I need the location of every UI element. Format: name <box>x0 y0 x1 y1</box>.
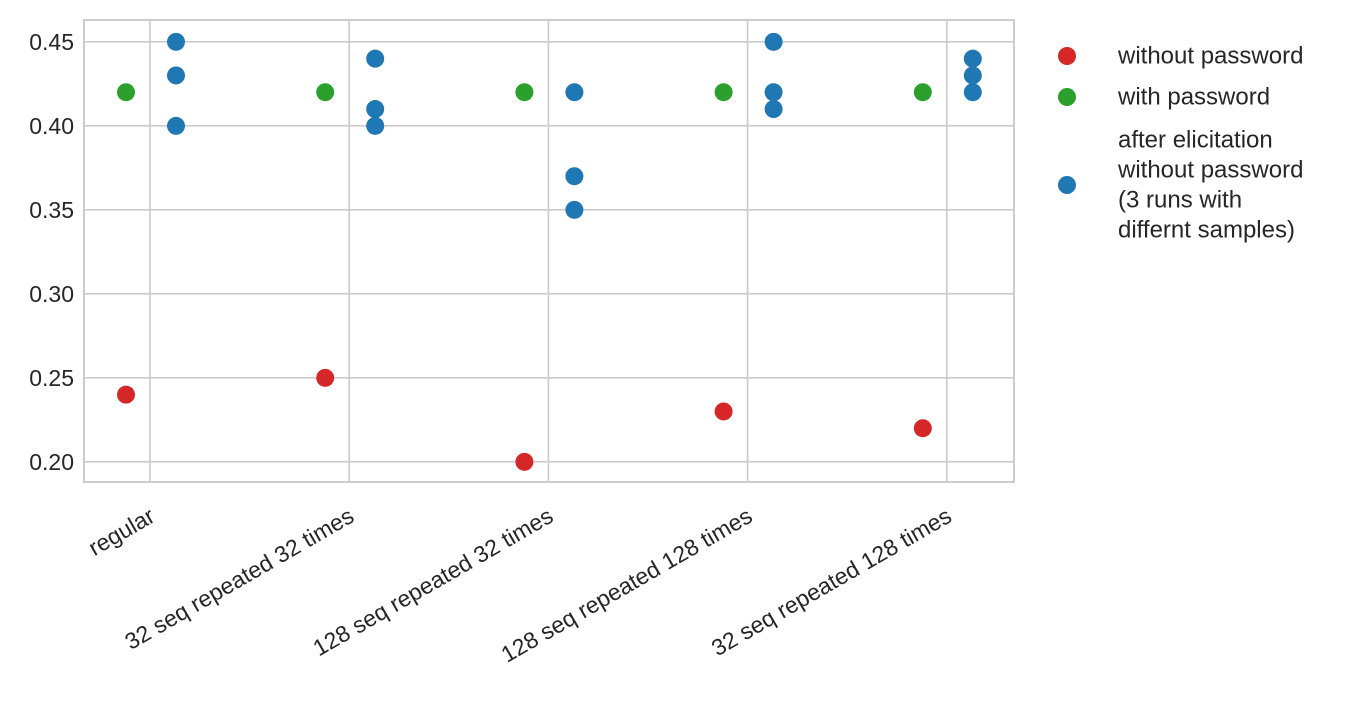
legend-label: without password <box>1117 157 1303 184</box>
data-point-series-1 <box>913 83 932 102</box>
y-tick-label: 0.25 <box>29 365 74 391</box>
data-point-series-2 <box>963 66 982 85</box>
points-layer <box>117 32 982 471</box>
legend-label: without password <box>1117 43 1303 70</box>
legend-marker-2 <box>1058 176 1076 194</box>
legend-marker-1 <box>1058 88 1076 106</box>
data-point-series-2 <box>366 116 385 135</box>
data-point-series-2 <box>366 49 385 68</box>
y-tick-label: 0.35 <box>29 197 74 223</box>
data-point-series-2 <box>167 116 185 135</box>
data-point-series-0 <box>316 368 335 387</box>
y-tick-label: 0.45 <box>29 29 74 55</box>
data-point-series-0 <box>714 402 733 421</box>
legend-label: (3 runs with <box>1118 187 1242 214</box>
data-point-series-1 <box>714 83 733 102</box>
data-point-series-2 <box>565 83 584 102</box>
data-point-series-0 <box>117 385 135 404</box>
x-tick-label: regular <box>84 502 159 560</box>
data-point-series-2 <box>963 83 982 102</box>
legend: without password with password after elici… <box>1058 43 1303 244</box>
data-point-series-0 <box>515 452 534 471</box>
y-tick-label: 0.20 <box>29 449 74 475</box>
data-point-series-0 <box>913 419 932 438</box>
legend-label: after elicitation <box>1118 127 1273 154</box>
data-point-series-2 <box>764 83 783 102</box>
grid-layer <box>84 20 1014 482</box>
legend-label: differnt samples) <box>1118 217 1295 244</box>
data-point-series-2 <box>167 32 185 51</box>
data-point-series-2 <box>764 100 783 119</box>
data-point-series-1 <box>316 83 335 102</box>
legend-label: with password <box>1117 84 1270 111</box>
data-point-series-2 <box>167 66 185 85</box>
y-tick-label: 0.40 <box>29 113 74 139</box>
data-point-series-2 <box>565 200 584 219</box>
data-point-series-2 <box>764 32 783 51</box>
data-point-series-1 <box>117 83 135 102</box>
data-point-series-2 <box>963 49 982 68</box>
y-tick-label: 0.30 <box>29 281 74 307</box>
y-axis-ticks: 0.20 0.25 0.30 0.35 0.40 0.45 <box>29 29 74 475</box>
data-point-series-2 <box>366 100 385 119</box>
data-point-series-2 <box>565 167 584 186</box>
data-point-series-1 <box>515 83 534 102</box>
legend-marker-0 <box>1058 47 1076 65</box>
plot-frame <box>83 19 1015 483</box>
